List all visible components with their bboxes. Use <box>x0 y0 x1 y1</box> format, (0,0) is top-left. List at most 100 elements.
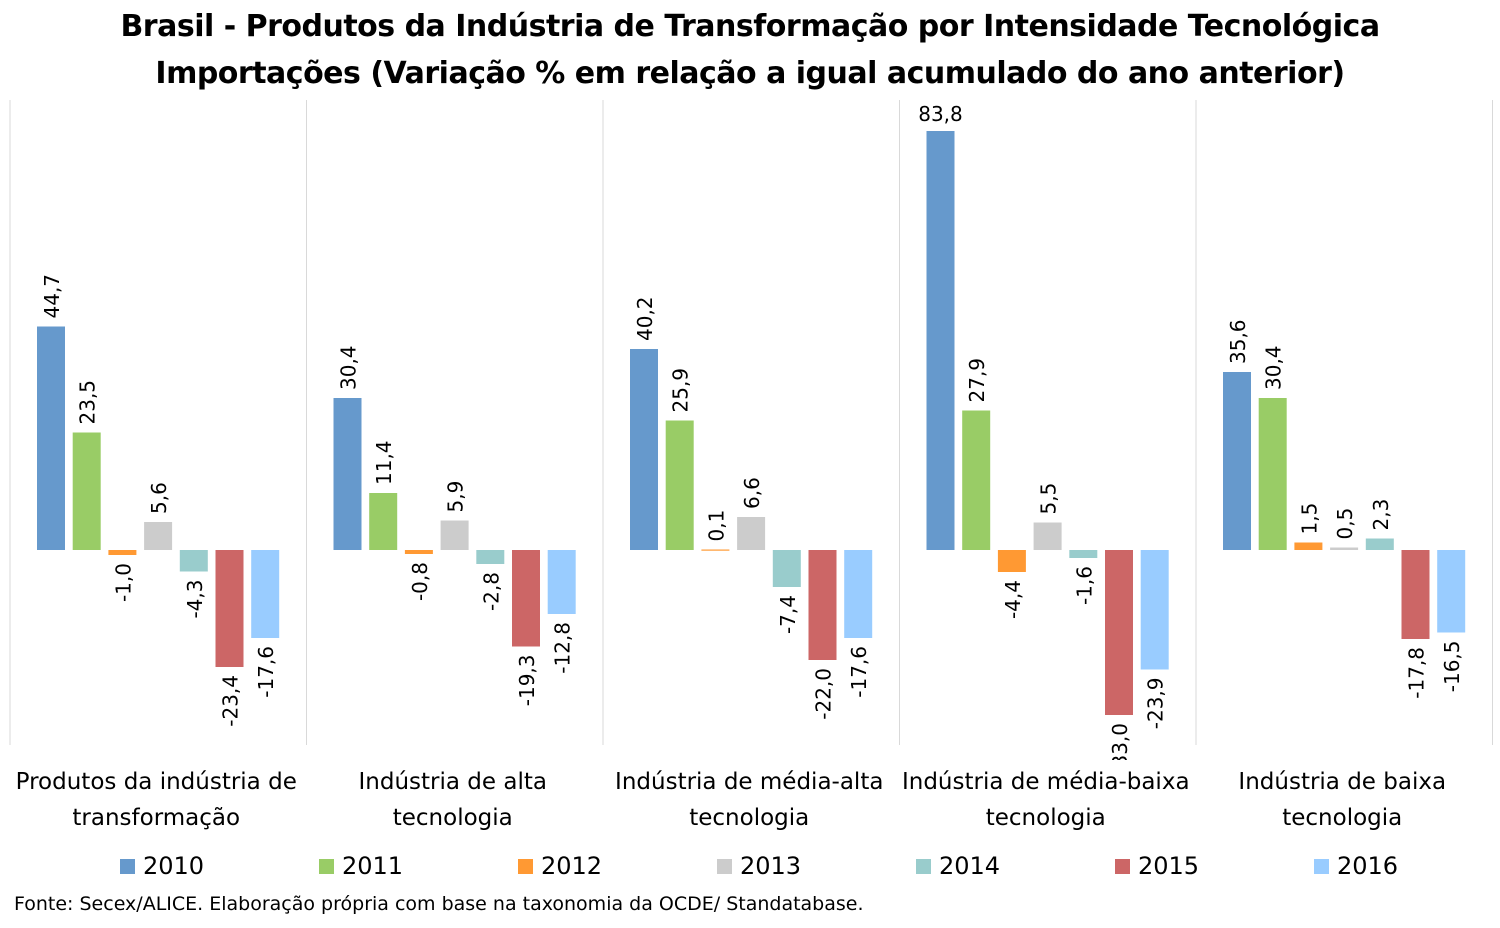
bar-2010-cat4 <box>1223 372 1251 550</box>
category-label: Indústria de média-baixa tecnologia <box>901 769 1190 831</box>
data-label: -4,4 <box>1001 580 1025 619</box>
legend-item-2014: 2014 <box>916 848 1000 884</box>
data-label: -1,6 <box>1072 566 1096 605</box>
data-label: -2,8 <box>479 572 503 611</box>
bar-2010-cat2 <box>630 349 658 550</box>
data-label: -16,5 <box>1440 641 1464 693</box>
legend-swatch <box>717 858 732 874</box>
category-label: Produtos da indústria de transformação <box>15 769 297 831</box>
category-label: Indústria de baixa tecnologia <box>1238 769 1447 831</box>
bar-2012-cat0 <box>108 550 137 555</box>
data-label: 6,6 <box>740 477 764 509</box>
bar-2016-cat3 <box>1140 550 1169 670</box>
data-label: 27,9 <box>965 358 989 403</box>
bar-2011-cat2 <box>665 420 694 550</box>
legend-label: 2016 <box>1337 852 1399 880</box>
data-label: 30,4 <box>1262 345 1286 390</box>
data-label: -17,6 <box>847 646 871 698</box>
bar-2014-cat0 <box>179 550 208 572</box>
data-label: -23,9 <box>1144 678 1168 730</box>
bar-2011-cat3 <box>962 410 991 550</box>
data-label: 23,5 <box>76 380 100 425</box>
legend-label: 2010 <box>143 852 205 880</box>
data-label: -17,8 <box>1405 647 1429 699</box>
bar-2010-cat0 <box>37 326 65 550</box>
bar-2013-cat2 <box>737 517 766 550</box>
bar-2013-cat1 <box>440 520 469 550</box>
bar-2011-cat0 <box>72 432 101 550</box>
bar-2014-cat1 <box>476 550 505 564</box>
bar-2012-cat3 <box>997 550 1026 572</box>
legend-item-2016: 2016 <box>1314 848 1398 884</box>
data-label: 11,4 <box>372 440 396 485</box>
source-note: Fonte: Secex/ALICE. Elaboração própria c… <box>14 893 864 915</box>
bar-2015-cat0 <box>215 550 244 667</box>
chart-title-line1: Brasil - Produtos da Indústria de Transf… <box>120 9 1380 44</box>
bar-2011-cat1 <box>369 493 398 550</box>
legend-swatch <box>916 858 931 874</box>
bar-2012-cat4 <box>1294 542 1323 550</box>
legend-swatch <box>1314 858 1329 874</box>
data-label: 35,6 <box>1226 319 1250 364</box>
bar-2010-cat1 <box>333 398 362 550</box>
bar-2013-cat3 <box>1033 522 1062 550</box>
data-label: -17,6 <box>254 646 278 698</box>
data-label: 30,4 <box>337 345 361 390</box>
legend-swatch <box>319 858 334 874</box>
data-label: -0,8 <box>408 562 432 601</box>
data-label: -23,4 <box>219 675 243 727</box>
data-label: -22,0 <box>812 668 836 720</box>
bar-2016-cat4 <box>1437 550 1466 633</box>
legend-item-2013: 2013 <box>717 848 801 884</box>
category-label: Indústria de média-alta tecnologia <box>615 769 884 831</box>
data-label: 1,5 <box>1297 503 1321 535</box>
data-label: -7,4 <box>776 595 800 634</box>
legend-label: 2014 <box>939 852 1001 880</box>
legend-swatch <box>518 858 533 874</box>
bar-2016-cat1 <box>547 550 576 614</box>
bar-2010-cat3 <box>926 131 955 550</box>
chart-title-line2: Importações (Variação % em relação a igu… <box>155 56 1345 91</box>
bar-2014-cat4 <box>1365 538 1394 550</box>
bar-2011-cat4 <box>1258 398 1287 550</box>
legend-item-2011: 2011 <box>319 848 403 884</box>
data-label: -1,0 <box>111 563 135 602</box>
bar-2015-cat3 <box>1105 550 1133 715</box>
bar-2013-cat4 <box>1330 547 1359 550</box>
data-label: 5,6 <box>147 482 171 514</box>
data-label: 40,2 <box>633 296 657 341</box>
bar-2013-cat0 <box>144 522 173 550</box>
legend-swatch <box>120 858 135 874</box>
chart-legend: 2010 2011 2012 2013 2014 2015 2016 <box>0 848 1500 884</box>
bar-chart: 44,7 23,5 -1,0 5,6 -4,3 -23,4 -17,6 30,4 11,4 -0,… <box>9 100 1493 760</box>
bar-2014-cat3 <box>1069 550 1098 558</box>
data-label: -4,3 <box>183 580 207 619</box>
data-label: 0,5 <box>1333 508 1357 540</box>
legend-item-2010: 2010 <box>120 848 204 884</box>
bar-2015-cat4 <box>1401 550 1430 639</box>
data-label: 5,5 <box>1037 483 1061 515</box>
data-label: 0,1 <box>704 510 728 542</box>
data-label: 5,9 <box>444 481 468 513</box>
bar-2016-cat2 <box>844 550 873 638</box>
bar-2012-cat2 <box>701 549 730 551</box>
legend-label: 2013 <box>740 852 802 880</box>
bar-2015-cat2 <box>808 550 837 660</box>
bar-2014-cat2 <box>772 550 801 587</box>
data-label: 44,7 <box>40 274 64 319</box>
bar-2012-cat1 <box>404 550 433 554</box>
bar-2015-cat1 <box>512 550 540 647</box>
data-label: -12,8 <box>551 622 575 674</box>
legend-swatch <box>1115 858 1130 874</box>
legend-item-2012: 2012 <box>518 848 602 884</box>
bar-2016-cat0 <box>251 550 280 638</box>
category-label: Indústria de alta tecnologia <box>358 769 547 831</box>
data-label: 83,8 <box>918 102 963 126</box>
legend-label: 2015 <box>1138 852 1200 880</box>
data-label: -19,3 <box>515 655 539 707</box>
data-label: -33,0 <box>1108 723 1132 760</box>
legend-label: 2011 <box>342 852 404 880</box>
legend-label: 2012 <box>541 852 603 880</box>
data-label: 25,9 <box>669 368 693 413</box>
data-label: 2,3 <box>1369 499 1393 531</box>
